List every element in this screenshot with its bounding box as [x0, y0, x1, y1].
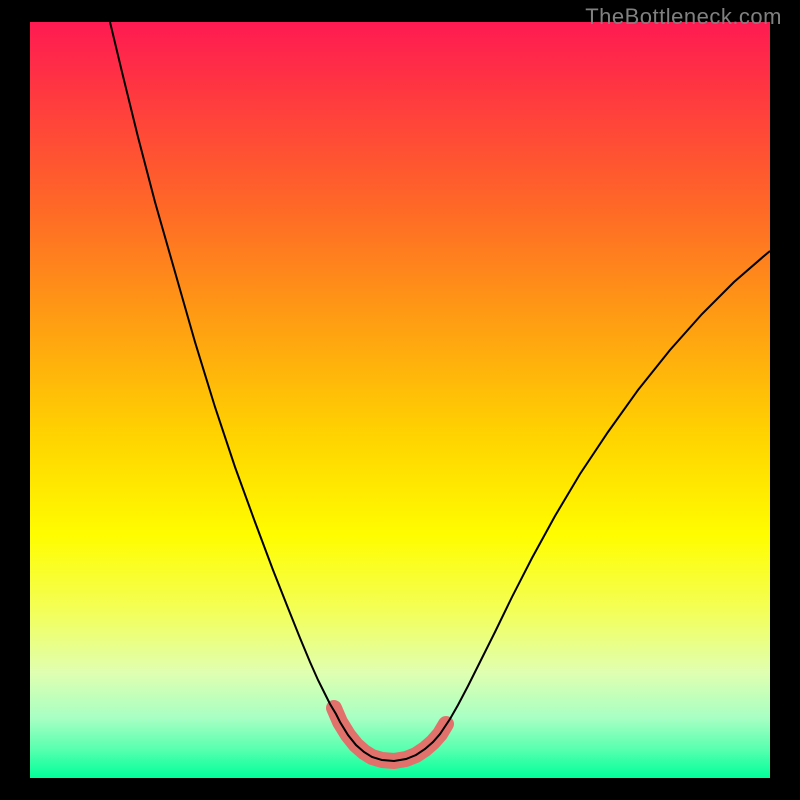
chart-svg: [30, 22, 770, 778]
plot-area: [30, 22, 770, 778]
gradient-background: [30, 22, 770, 778]
watermark-text: TheBottleneck.com: [585, 4, 782, 30]
